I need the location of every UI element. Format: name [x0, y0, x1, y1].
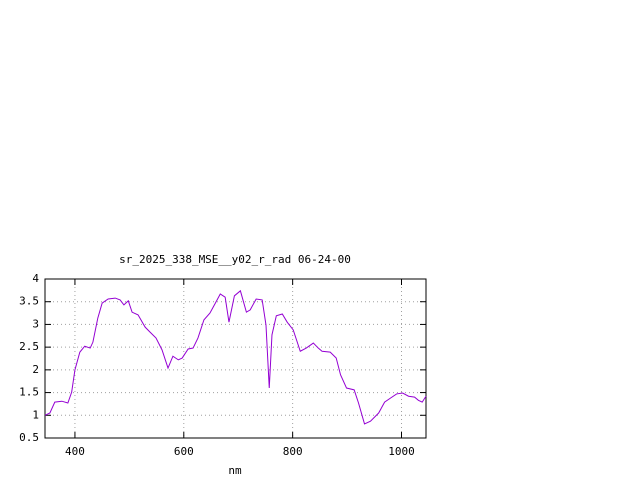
- y-tick-label: 3.5: [19, 295, 39, 308]
- x-tick-label: 1000: [388, 445, 415, 458]
- x-tick-label: 600: [174, 445, 194, 458]
- y-tick-label: 3: [32, 317, 39, 330]
- x-tick-label: 400: [65, 445, 85, 458]
- plot-border: [44, 278, 427, 439]
- y-tick-label: 2.5: [19, 340, 39, 353]
- y-tick-label: 1.5: [19, 386, 39, 399]
- y-tick-label: 1: [32, 408, 39, 421]
- y-tick-label: 0.5: [19, 431, 39, 444]
- data-line: [44, 289, 427, 425]
- y-tick-label: 4: [32, 272, 39, 285]
- x-axis-label: nm: [228, 464, 242, 477]
- x-tick-label: 800: [283, 445, 303, 458]
- y-tick-label: 2: [32, 363, 39, 376]
- chart-title: sr_2025_338_MSE__y02_r_rad 06-24-00: [119, 253, 351, 266]
